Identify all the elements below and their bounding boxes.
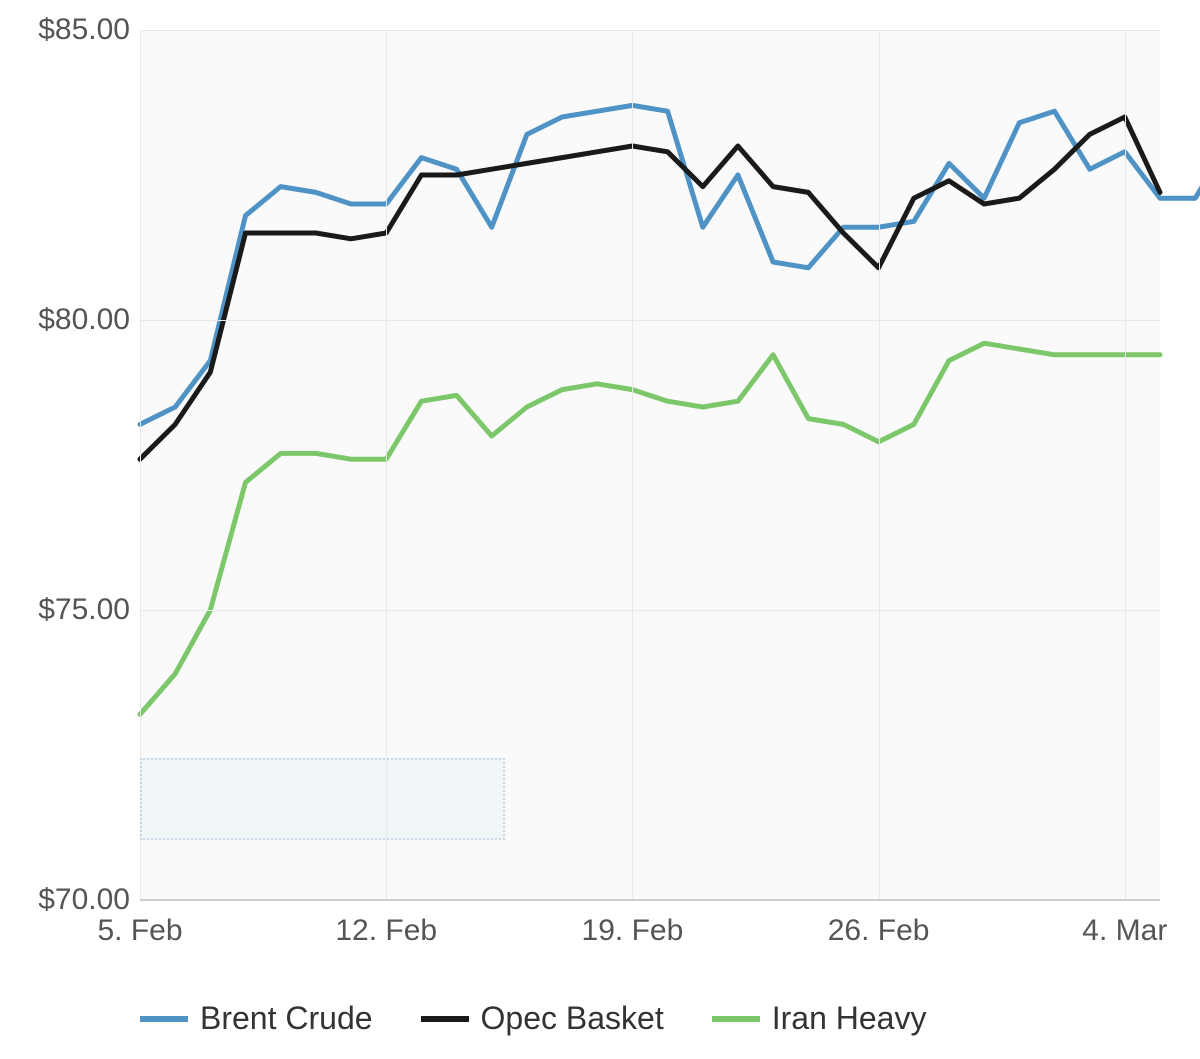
- y-axis-label: $70.00: [38, 883, 130, 917]
- series-iran: [140, 343, 1160, 714]
- x-axis-label: 26. Feb: [828, 914, 930, 948]
- legend-label: Opec Basket: [481, 1000, 664, 1037]
- oil-price-chart: $85.00 $80.00 $75.00 $70.005. Feb 12. Feb 19.…: [0, 0, 1200, 1059]
- legend-item-iran[interactable]: Iran Heavy: [712, 1000, 927, 1037]
- gridline-h: [140, 320, 1160, 321]
- gridline-v: [879, 30, 880, 900]
- legend-label: Brent Crude: [200, 1000, 373, 1037]
- legend-swatch: [421, 1016, 469, 1022]
- legend-swatch: [712, 1016, 760, 1022]
- x-axis-label: 4. Mar: [1082, 914, 1167, 948]
- series-opec: [140, 117, 1160, 459]
- x-axis-baseline: [140, 899, 1160, 901]
- legend: Brent Crude Opec Basket Iran Heavy: [140, 1000, 926, 1037]
- plot-area: $85.00$80.00$75.00$70.005. Feb12. Feb19.…: [140, 30, 1160, 900]
- y-axis-label: $85.00: [38, 13, 130, 47]
- annotation-box: [140, 758, 505, 840]
- x-axis-label: 19. Feb: [582, 914, 684, 948]
- legend-label: Iran Heavy: [772, 1000, 927, 1037]
- gridline-h: [140, 30, 1160, 31]
- legend-swatch: [140, 1016, 188, 1022]
- y-axis-label: $80.00: [38, 303, 130, 337]
- legend-item-brent[interactable]: Brent Crude: [140, 1000, 373, 1037]
- gridline-h: [140, 610, 1160, 611]
- legend-item-opec[interactable]: Opec Basket: [421, 1000, 664, 1037]
- y-axis-label: $75.00: [38, 593, 130, 627]
- gridline-v: [632, 30, 633, 900]
- gridline-v: [1125, 30, 1126, 900]
- x-axis-label: 5. Feb: [97, 914, 182, 948]
- x-axis-label: 12. Feb: [335, 914, 437, 948]
